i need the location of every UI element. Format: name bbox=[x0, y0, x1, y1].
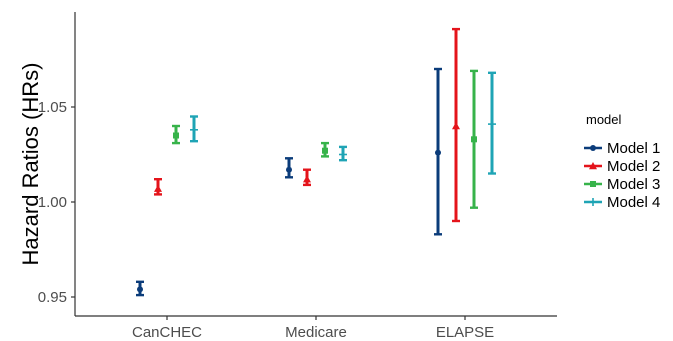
x-axis: CanCHEC Medicare ELAPSE bbox=[132, 316, 494, 341]
plot-area bbox=[136, 27, 496, 297]
x-tick-label: Medicare bbox=[285, 324, 347, 341]
legend-label: Model 4 bbox=[607, 194, 660, 211]
series-model-1 bbox=[136, 67, 442, 297]
x-tick-label: ELAPSE bbox=[436, 324, 494, 341]
legend-item: Model 2 bbox=[584, 158, 660, 175]
y-tick-label: 1.05 bbox=[38, 99, 67, 116]
legend-item: Model 1 bbox=[584, 140, 660, 157]
point-estimate bbox=[173, 132, 179, 139]
legend-key-marker bbox=[590, 145, 596, 151]
legend-title: model bbox=[586, 112, 622, 127]
legend-key-marker bbox=[590, 181, 596, 187]
point-estimate bbox=[488, 120, 496, 129]
point-estimate bbox=[452, 122, 460, 130]
legend-item: Model 3 bbox=[584, 176, 660, 193]
legend-key-marker bbox=[589, 162, 597, 170]
point-estimate bbox=[303, 175, 311, 183]
point-estimate bbox=[190, 125, 198, 134]
legend-key-marker bbox=[589, 198, 597, 206]
legend-label: Model 1 bbox=[607, 140, 660, 157]
point-estimate bbox=[322, 147, 328, 154]
legend-label: Model 3 bbox=[607, 176, 660, 193]
series-model-2 bbox=[154, 27, 460, 223]
y-tick-label: 1.00 bbox=[38, 194, 67, 211]
y-tick-label: 0.95 bbox=[38, 289, 67, 306]
point-estimate bbox=[339, 150, 347, 159]
point-estimate bbox=[286, 166, 292, 173]
point-estimate bbox=[154, 184, 162, 192]
y-axis: 0.95 1.00 1.05 bbox=[38, 99, 75, 306]
legend-label: Model 2 bbox=[607, 158, 660, 175]
series-model-3 bbox=[172, 69, 478, 209]
x-tick-label: CanCHEC bbox=[132, 324, 202, 341]
y-axis-title: Hazard Ratios (HRs) bbox=[18, 63, 43, 266]
point-estimate bbox=[471, 136, 477, 143]
point-estimate bbox=[435, 149, 441, 156]
legend-item: Model 4 bbox=[584, 194, 660, 211]
series-model-4 bbox=[190, 71, 496, 175]
point-estimate bbox=[137, 286, 143, 293]
